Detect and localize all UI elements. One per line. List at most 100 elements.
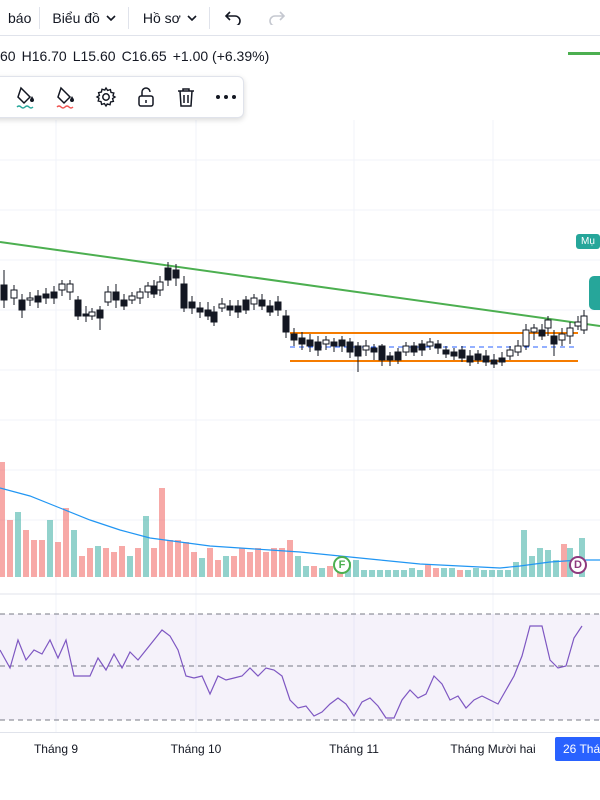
volume-bar — [39, 540, 45, 577]
candle-body — [164, 267, 172, 281]
candle-body — [354, 345, 362, 357]
toolbar-divider — [208, 6, 210, 29]
candle-body — [10, 289, 18, 299]
volume-bar — [473, 568, 479, 577]
volume-bar — [393, 570, 399, 577]
last-price-tag — [589, 276, 600, 310]
volume-bar — [191, 552, 197, 577]
volume-bar — [127, 556, 133, 577]
event-marker-f[interactable]: F — [333, 556, 351, 574]
volume-bar — [167, 540, 173, 577]
volume-bar — [159, 488, 165, 577]
volume-bar — [303, 566, 309, 577]
more-button[interactable] — [213, 84, 239, 110]
candle-body — [298, 337, 306, 345]
candle-body — [218, 303, 226, 309]
volume-bar — [239, 548, 245, 577]
profile-menu-label: Hồ sơ — [142, 9, 181, 26]
chart-menu[interactable]: Biểu đồ — [40, 0, 127, 36]
volume-bar — [449, 568, 455, 577]
candle-body — [258, 299, 266, 307]
candle-body — [18, 299, 26, 311]
candle-body — [274, 301, 282, 311]
candle-body — [458, 349, 466, 359]
candle-body — [426, 341, 434, 347]
chevron-down-icon — [187, 14, 197, 21]
fill-color-button[interactable] — [53, 84, 79, 110]
volume-bar — [279, 548, 285, 577]
volume-bar — [95, 546, 101, 577]
candle-body — [150, 285, 158, 295]
candle-body — [538, 329, 546, 337]
candle-body — [0, 284, 8, 301]
volume-bar — [31, 540, 37, 577]
volume-bar — [537, 548, 543, 577]
candle-body — [498, 357, 506, 363]
candle-body — [550, 335, 558, 345]
candle-body — [566, 327, 574, 337]
profile-menu[interactable]: Hồ sơ — [129, 0, 209, 36]
lock-button[interactable] — [133, 84, 159, 110]
volume-bar — [135, 548, 141, 577]
candle-body — [394, 351, 402, 361]
high-value: H16.70 — [21, 48, 67, 64]
time-label-dec: Tháng Mười hai — [450, 742, 536, 756]
report-menu[interactable]: báo — [0, 0, 39, 36]
ma-price-tag: Mụ — [576, 234, 600, 249]
candle-body — [120, 299, 128, 307]
settings-button[interactable] — [93, 84, 119, 110]
volume-bar — [521, 530, 527, 577]
candle-body — [522, 329, 530, 347]
volume-bar — [319, 568, 325, 577]
volume-bar — [199, 558, 205, 577]
volume-bar — [441, 568, 447, 577]
paint-bucket-alt-icon — [56, 86, 74, 109]
volume-bar — [513, 562, 519, 577]
candle-body — [386, 355, 394, 361]
candle-body — [58, 283, 66, 291]
volume-ma-line — [0, 487, 600, 569]
candle-body — [50, 291, 58, 299]
volume-bar — [231, 556, 237, 577]
volume-bar — [263, 552, 269, 577]
volume-bar — [87, 548, 93, 577]
drawing-toolbox — [0, 76, 244, 118]
candle-body — [34, 295, 42, 303]
time-axis[interactable]: Tháng 9 Tháng 10 Tháng 11 Tháng Mười hai… — [0, 732, 600, 766]
volume-bar — [183, 542, 189, 577]
volume-bar — [385, 570, 391, 577]
candle-body — [104, 291, 112, 303]
top-toolbar: báo Biểu đồ Hồ sơ — [0, 0, 600, 36]
candle-body — [402, 345, 410, 353]
candle-body — [580, 315, 588, 331]
candle-body — [306, 339, 314, 347]
undo-button[interactable] — [210, 0, 250, 36]
volume-bar — [425, 564, 431, 577]
candle-body — [474, 353, 482, 361]
price-chart[interactable] — [0, 36, 600, 732]
candle-body — [266, 305, 274, 313]
candle-body — [314, 341, 322, 351]
candle-body — [144, 285, 152, 293]
line-color-button[interactable] — [13, 84, 39, 110]
candle-body — [172, 269, 180, 279]
toolbar-divider — [39, 6, 41, 29]
volume-bar — [369, 570, 375, 577]
candle-body — [370, 347, 378, 353]
candle-body — [450, 351, 458, 357]
close-value: C16.65 — [121, 48, 167, 64]
redo-button[interactable] — [250, 0, 294, 36]
volume-bar — [215, 560, 221, 577]
event-marker-d[interactable]: D — [569, 556, 587, 574]
candle-body — [188, 301, 196, 309]
volume-bar — [361, 570, 367, 577]
candle-body — [506, 349, 514, 357]
candle-body — [234, 305, 242, 313]
gear-icon — [95, 86, 117, 108]
volume-bar — [63, 508, 69, 577]
candle-body — [282, 315, 290, 333]
volume-bar — [377, 570, 383, 577]
time-label-nov: Tháng 11 — [329, 742, 379, 756]
delete-button[interactable] — [173, 84, 199, 110]
candle-body — [74, 299, 82, 317]
